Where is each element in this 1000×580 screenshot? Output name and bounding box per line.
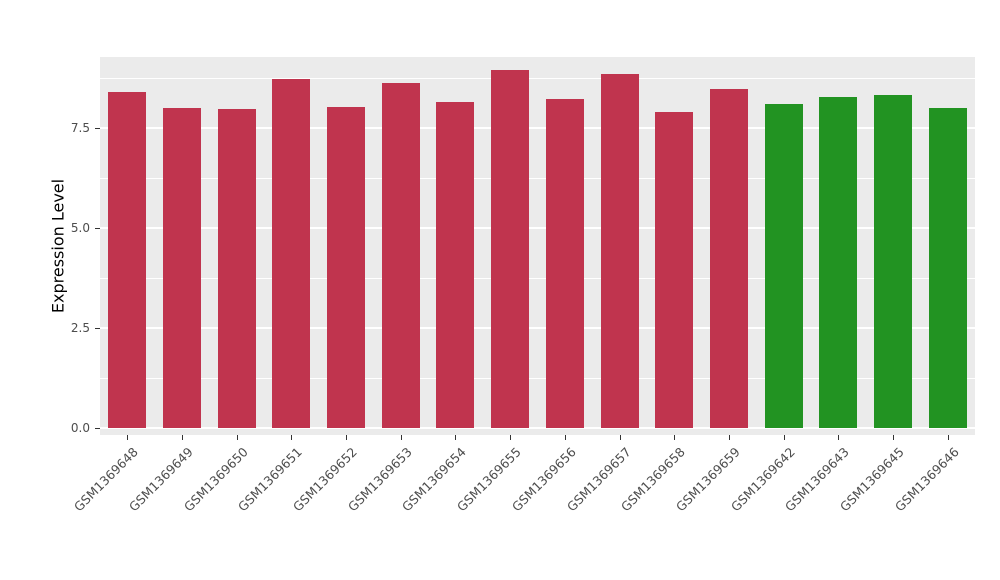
bar-GSM1369659 — [709, 88, 748, 428]
bar-GSM1369656 — [545, 99, 584, 428]
x-tick-label: GSM1369648 — [71, 444, 142, 515]
x-tick-mark — [947, 435, 949, 440]
bar-GSM1369646 — [928, 108, 967, 428]
plot-panel — [100, 57, 975, 435]
y-tick-label: 7.5 — [70, 121, 90, 135]
x-tick-mark — [783, 435, 785, 440]
bar-GSM1369651 — [272, 79, 311, 428]
x-tick-mark — [619, 435, 621, 440]
y-tick-label: 0.0 — [70, 421, 90, 435]
y-tick-mark — [95, 328, 100, 329]
bar-GSM1369657 — [600, 74, 639, 428]
x-tick-mark — [674, 435, 676, 440]
x-tick-mark — [291, 435, 293, 440]
y-tick-label: 5.0 — [70, 221, 90, 235]
x-tick-mark — [728, 435, 730, 440]
bar-GSM1369652 — [327, 106, 366, 428]
x-tick-mark — [236, 435, 238, 440]
bar-GSM1369649 — [163, 108, 202, 428]
x-tick-mark — [838, 435, 840, 440]
bar-GSM1369643 — [819, 96, 858, 428]
bar-GSM1369645 — [873, 94, 912, 428]
x-tick-mark — [182, 435, 184, 440]
bar-GSM1369642 — [764, 104, 803, 428]
x-tick-mark — [400, 435, 402, 440]
x-tick-mark — [455, 435, 457, 440]
x-tick-mark — [892, 435, 894, 440]
bar-GSM1369654 — [436, 102, 475, 428]
gridline-minor — [100, 277, 975, 279]
y-tick-mark — [95, 128, 100, 129]
gridline-minor — [100, 377, 975, 379]
y-tick-mark — [95, 428, 100, 429]
x-tick-mark — [346, 435, 348, 440]
x-tick-mark — [564, 435, 566, 440]
bar-GSM1369658 — [655, 112, 694, 428]
bar-GSM1369650 — [217, 109, 256, 428]
gridline-major — [100, 427, 975, 429]
x-tick-mark — [510, 435, 512, 440]
y-axis-title: Expression Level — [48, 178, 68, 314]
gridline-minor — [100, 177, 975, 179]
bar-GSM1369655 — [491, 70, 530, 428]
gridline-major — [100, 227, 975, 229]
gridline-major — [100, 327, 975, 329]
bar-GSM1369648 — [108, 92, 147, 428]
gridline-minor — [100, 77, 975, 79]
y-tick-mark — [95, 228, 100, 229]
bar-GSM1369653 — [381, 83, 420, 428]
x-tick-mark — [127, 435, 129, 440]
y-tick-label: 2.5 — [70, 321, 90, 335]
gridline-major — [100, 127, 975, 129]
